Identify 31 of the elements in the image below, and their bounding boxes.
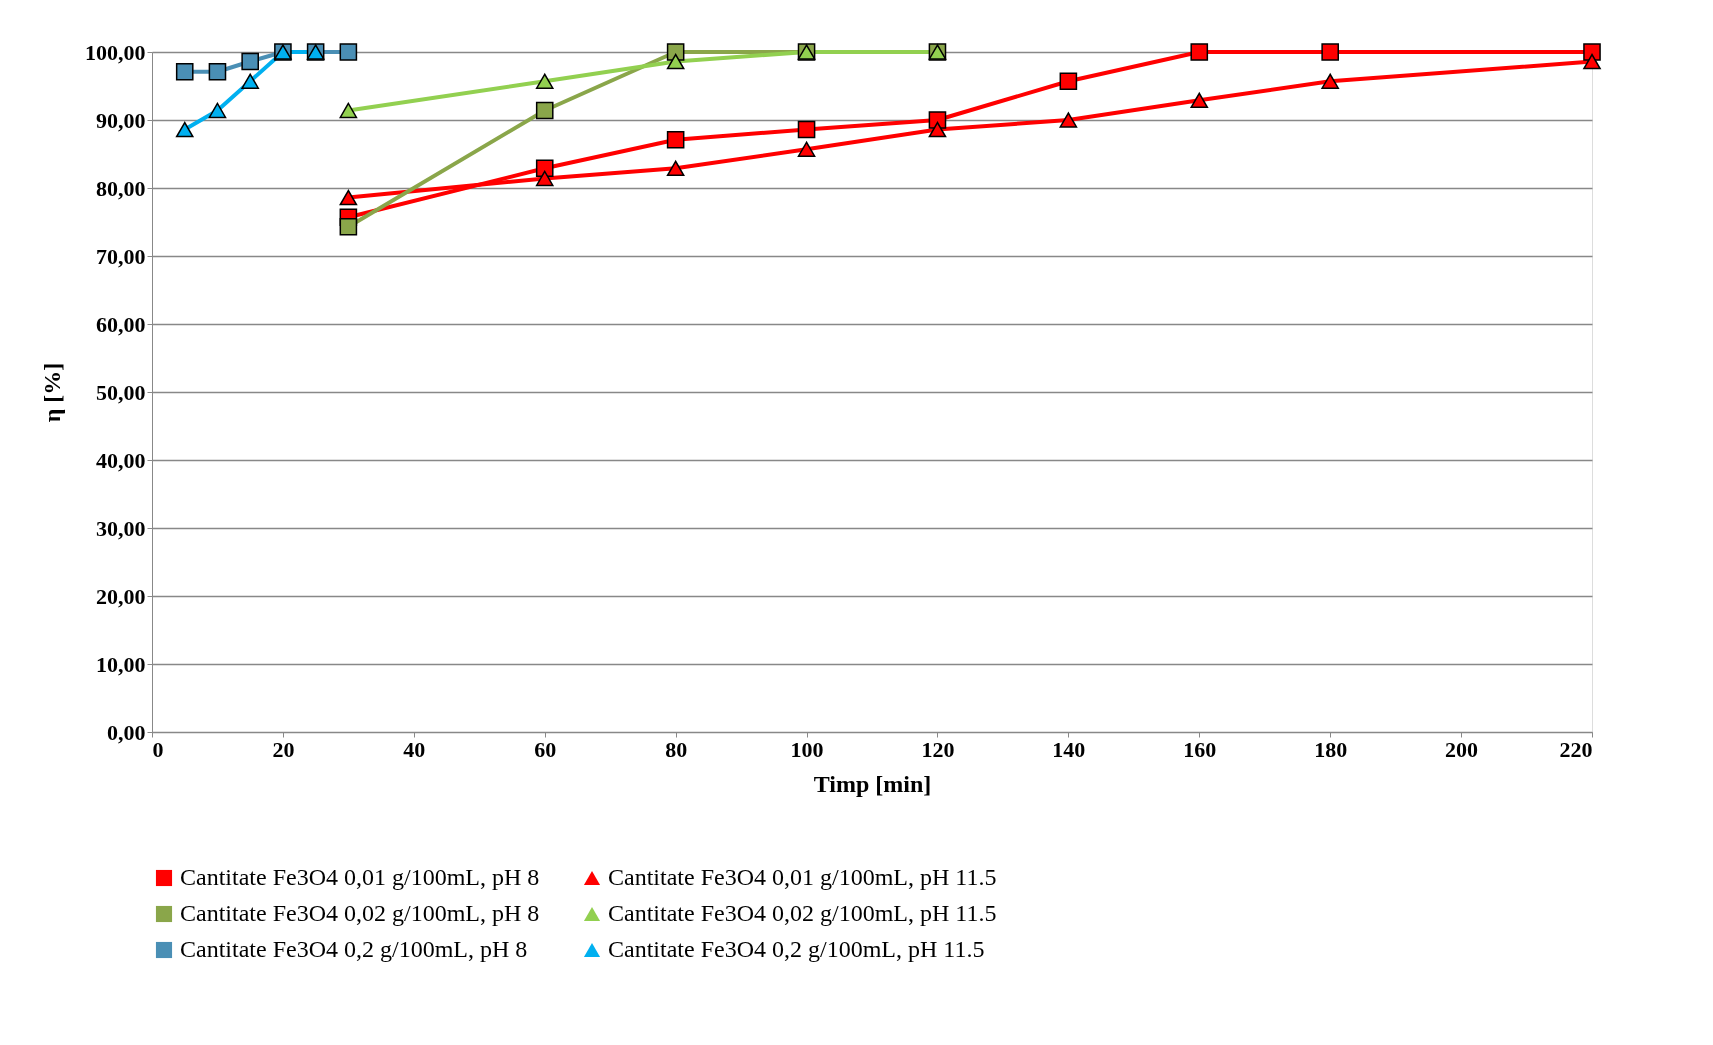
x-tick-label: 40	[403, 736, 426, 762]
y-tick-label: 60,00	[96, 311, 146, 337]
x-tick-label: 0	[152, 736, 164, 762]
y-tick-label: 80,00	[96, 175, 146, 201]
x-tick-label: 220	[1559, 736, 1593, 762]
y-tick-label: 70,00	[96, 243, 146, 269]
x-tick-label: 180	[1314, 736, 1348, 762]
legend-label: Cantitate Fe3O4 0,2 g/100mL, pH 11.5	[608, 936, 985, 962]
x-axis-title: Timp [min]	[813, 770, 932, 797]
y-tick-label: 100,00	[85, 39, 146, 65]
x-tick-label: 60	[534, 736, 557, 762]
y-axis-title: η [%]	[39, 362, 65, 423]
y-tick-label: 30,00	[96, 515, 146, 541]
x-tick-label: 100	[790, 736, 824, 762]
x-tick-label: 140	[1052, 736, 1086, 762]
legend-label: Cantitate Fe3O4 0,02 g/100mL, pH 8	[180, 900, 540, 926]
legend-label: Cantitate Fe3O4 0,02 g/100mL, pH 11.5	[608, 900, 997, 926]
legend-label: Cantitate Fe3O4 0,01 g/100mL, pH 11.5	[608, 864, 997, 890]
legend-label: Cantitate Fe3O4 0,2 g/100mL, pH 8	[180, 936, 528, 962]
y-tick-label: 10,00	[96, 651, 146, 677]
x-tick-label: 20	[272, 736, 295, 762]
x-tick-label: 160	[1183, 736, 1217, 762]
legend-label: Cantitate Fe3O4 0,01 g/100mL, pH 8	[180, 864, 540, 890]
x-tick-label: 80	[665, 736, 688, 762]
x-tick-label: 120	[921, 736, 955, 762]
y-tick-label: 50,00	[96, 379, 146, 405]
y-tick-label: 20,00	[96, 583, 146, 609]
x-tick-label: 200	[1445, 736, 1479, 762]
y-tick-label: 90,00	[96, 107, 146, 133]
y-tick-label: 40,00	[96, 447, 146, 473]
y-tick-label: 0,00	[107, 719, 146, 745]
